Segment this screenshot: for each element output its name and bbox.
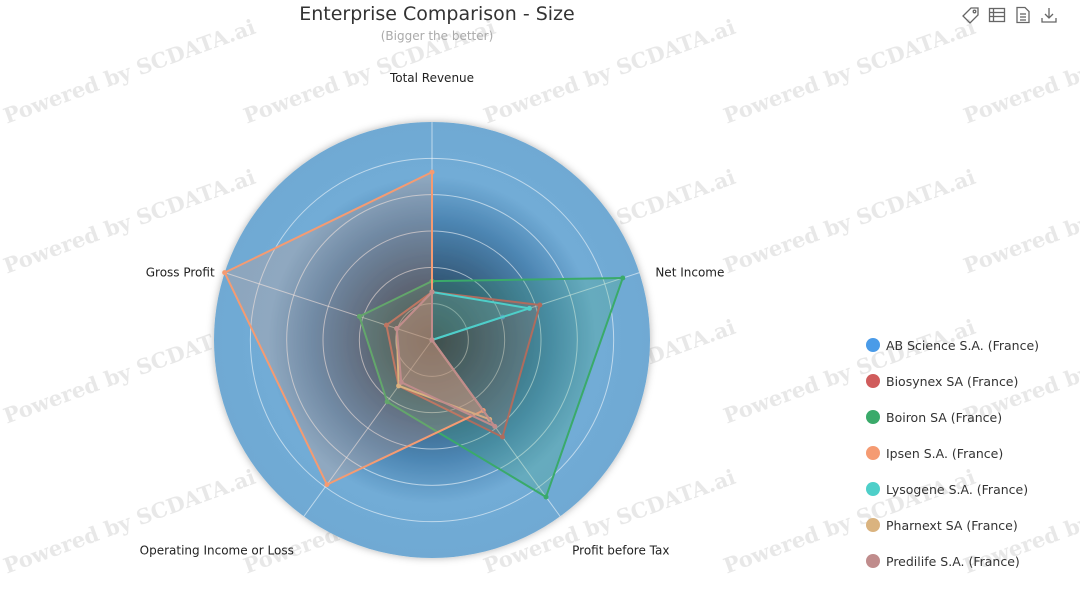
radar-axis-line bbox=[303, 339, 433, 517]
legend: AB Science S.A. (France) Biosynex SA (Fra… bbox=[866, 327, 1039, 579]
indicator-label: Total Revenue bbox=[389, 71, 474, 85]
indicator-label: Net Income bbox=[655, 266, 724, 280]
document-icon[interactable] bbox=[1014, 6, 1032, 24]
series-area bbox=[385, 291, 541, 439]
legend-marker bbox=[866, 554, 880, 568]
legend-item[interactable]: Ipsen S.A. (France) bbox=[866, 435, 1039, 471]
legend-marker bbox=[866, 338, 880, 352]
legend-item[interactable]: Lysogene S.A. (France) bbox=[866, 471, 1039, 507]
legend-item[interactable]: AB Science S.A. (France) bbox=[866, 327, 1039, 363]
legend-label: Boiron SA (France) bbox=[886, 409, 1003, 425]
legend-item[interactable]: Biosynex SA (France) bbox=[866, 363, 1039, 399]
legend-label: Pharnext SA (France) bbox=[886, 517, 1018, 533]
legend-marker bbox=[866, 518, 880, 532]
tag-icon[interactable] bbox=[962, 6, 980, 24]
legend-label: AB Science S.A. (France) bbox=[886, 337, 1040, 353]
series-area bbox=[358, 277, 624, 498]
legend-marker bbox=[866, 374, 880, 388]
series-point bbox=[429, 289, 435, 295]
chart-title: Enterprise Comparison - Size bbox=[299, 3, 575, 25]
legend-item[interactable]: Pharnext SA (France) bbox=[866, 507, 1039, 543]
series-point bbox=[537, 302, 543, 308]
series-point bbox=[429, 169, 435, 175]
series-point bbox=[492, 423, 498, 429]
series-area bbox=[395, 291, 496, 428]
legend-label: Lysogene S.A. (France) bbox=[886, 481, 1029, 497]
download-icon[interactable] bbox=[1040, 6, 1058, 24]
legend-item[interactable]: Boiron SA (France) bbox=[866, 399, 1039, 435]
series-point bbox=[396, 383, 402, 389]
series-point bbox=[543, 494, 549, 500]
series-point bbox=[324, 482, 330, 488]
indicator-label: Gross Profit bbox=[146, 266, 215, 280]
series-point bbox=[222, 270, 228, 276]
series-point bbox=[394, 326, 400, 332]
legend-marker bbox=[866, 410, 880, 424]
series-point bbox=[499, 434, 505, 440]
series-6 bbox=[394, 289, 498, 429]
data-view-icon[interactable] bbox=[988, 6, 1006, 24]
series-point bbox=[383, 322, 389, 328]
indicator-label: Operating Income or Loss bbox=[140, 543, 294, 557]
series-point bbox=[620, 275, 626, 281]
series-2 bbox=[356, 275, 626, 500]
legend-label: Ipsen S.A. (France) bbox=[886, 445, 1004, 461]
series-point bbox=[398, 379, 404, 385]
series-point bbox=[356, 313, 362, 319]
series-point bbox=[526, 305, 532, 311]
legend-marker bbox=[866, 446, 880, 460]
series-point bbox=[384, 399, 390, 405]
chart-subtitle: (Bigger the better) bbox=[380, 29, 494, 43]
legend-label: Biosynex SA (France) bbox=[886, 373, 1019, 389]
legend-item[interactable]: Predilife S.A. (France) bbox=[866, 543, 1039, 579]
series-point bbox=[429, 337, 435, 343]
legend-marker bbox=[866, 482, 880, 496]
indicator-label: Profit before Tax bbox=[572, 543, 669, 557]
toolbox bbox=[962, 6, 1058, 24]
legend-label: Predilife S.A. (France) bbox=[886, 553, 1020, 569]
